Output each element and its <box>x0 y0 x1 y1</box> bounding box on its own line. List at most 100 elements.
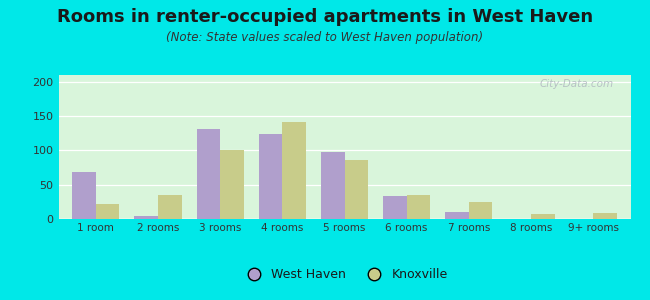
Bar <box>321 152 345 219</box>
Bar <box>58 199 630 219</box>
Bar <box>58 99 630 218</box>
Bar <box>58 184 630 219</box>
Text: City-Data.com: City-Data.com <box>540 79 614 89</box>
Bar <box>58 86 630 218</box>
Bar <box>58 217 630 219</box>
Bar <box>58 163 630 219</box>
Bar <box>58 139 630 219</box>
Bar <box>58 146 630 219</box>
Bar <box>58 164 630 219</box>
Bar <box>259 134 282 219</box>
Bar <box>58 76 630 218</box>
Bar <box>58 135 630 219</box>
Bar <box>58 89 630 218</box>
Bar <box>58 132 630 219</box>
Bar <box>58 186 630 219</box>
Bar <box>58 180 630 219</box>
Bar <box>58 215 630 219</box>
Bar <box>58 170 630 219</box>
Bar <box>58 140 630 219</box>
Bar <box>58 106 630 218</box>
Bar <box>58 155 630 219</box>
Bar <box>58 187 630 219</box>
Bar <box>383 196 407 219</box>
Bar <box>58 152 630 219</box>
Bar <box>58 138 630 219</box>
Bar <box>58 138 630 219</box>
Bar <box>58 110 630 218</box>
Bar <box>58 98 630 218</box>
Bar <box>58 188 630 219</box>
Bar <box>58 107 630 218</box>
Bar <box>58 148 630 219</box>
Bar <box>58 205 630 219</box>
Bar <box>58 167 630 219</box>
Bar <box>58 156 630 219</box>
Bar <box>58 162 630 219</box>
Bar <box>469 202 493 219</box>
Bar <box>58 197 630 219</box>
Bar <box>58 169 630 219</box>
Bar <box>58 216 630 219</box>
Bar <box>58 178 630 219</box>
Bar <box>58 196 630 219</box>
Bar <box>58 201 630 219</box>
Bar <box>58 94 630 218</box>
Bar <box>58 79 630 218</box>
Bar <box>58 136 630 219</box>
Bar <box>58 133 630 219</box>
Bar <box>58 160 630 219</box>
Bar <box>58 182 630 219</box>
Bar <box>58 83 630 218</box>
Bar <box>58 158 630 219</box>
Bar <box>58 127 630 218</box>
Bar <box>58 197 630 219</box>
Text: Rooms in renter-occupied apartments in West Haven: Rooms in renter-occupied apartments in W… <box>57 8 593 26</box>
Bar <box>58 212 630 219</box>
Bar <box>58 151 630 219</box>
Bar <box>58 218 630 219</box>
Bar <box>58 128 630 218</box>
Bar <box>58 154 630 219</box>
Bar <box>58 182 630 219</box>
Bar <box>58 151 630 219</box>
Bar <box>58 112 630 218</box>
Bar <box>58 115 630 218</box>
Bar <box>58 133 630 219</box>
Bar <box>196 129 220 219</box>
Bar <box>58 192 630 219</box>
Bar <box>58 82 630 218</box>
Bar <box>58 190 630 219</box>
Bar <box>58 209 630 219</box>
Bar <box>58 204 630 219</box>
Bar <box>58 118 630 218</box>
Bar <box>58 166 630 219</box>
Bar <box>58 143 630 219</box>
Bar <box>58 156 630 219</box>
Bar <box>158 195 181 219</box>
Bar <box>58 159 630 219</box>
Bar <box>58 119 630 218</box>
Bar <box>58 76 630 218</box>
Bar <box>58 128 630 218</box>
Bar <box>58 82 630 218</box>
Bar <box>58 218 630 219</box>
Bar <box>58 100 630 218</box>
Bar <box>58 149 630 219</box>
Bar <box>58 179 630 219</box>
Bar <box>58 77 630 218</box>
Bar <box>58 126 630 218</box>
Bar <box>58 189 630 219</box>
Bar <box>58 116 630 218</box>
Bar <box>58 140 630 219</box>
Bar <box>58 174 630 219</box>
Bar <box>58 161 630 219</box>
Bar <box>344 160 368 219</box>
Bar <box>58 109 630 218</box>
Bar <box>58 89 630 218</box>
Bar <box>58 101 630 218</box>
Bar <box>58 100 630 218</box>
Bar <box>58 157 630 219</box>
Bar <box>58 193 630 219</box>
Bar <box>58 205 630 219</box>
